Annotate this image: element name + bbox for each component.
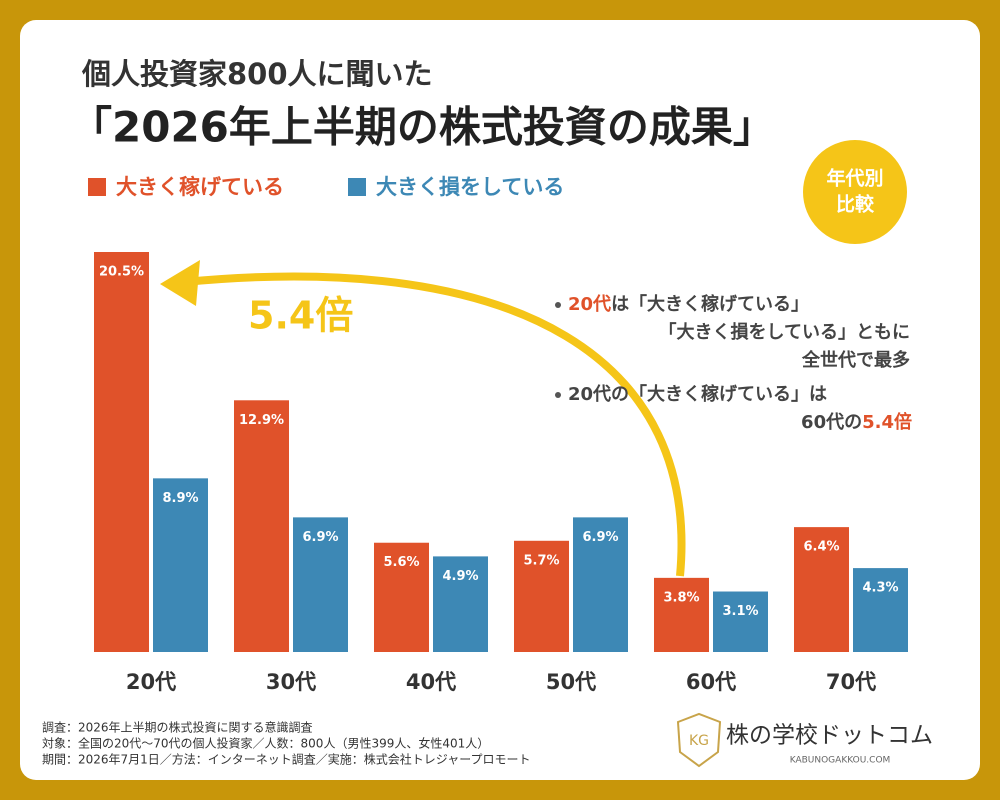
- note: 全世代で最多: [801, 349, 910, 371]
- bullet: [555, 302, 561, 308]
- badge-text: 比較: [836, 193, 875, 216]
- badge: [803, 140, 907, 244]
- plot: 大きく稼げている 大きく損をしている 20代 20.5% 8.9% 30代 12.9% 6.9…: [88, 175, 908, 694]
- logo-name: 株の学校ドットコム: [726, 723, 933, 749]
- footer: 調査：2026年上半期の株式投資に関する意識調査: [42, 720, 313, 735]
- badge-text: 年代別: [826, 167, 883, 190]
- bar: [94, 252, 149, 652]
- arrow: [184, 272, 686, 577]
- title-line1: 個人投資家800人に聞いた: [81, 57, 433, 91]
- bar: [794, 527, 849, 652]
- value-label: 8.9%: [162, 491, 198, 506]
- value-label: 4.3%: [862, 581, 898, 596]
- bar: [293, 517, 348, 652]
- logo-shield: [676, 712, 722, 768]
- legend-swatch: [348, 178, 366, 196]
- value-label: 12.9%: [239, 413, 284, 428]
- logo-badge: KG: [689, 733, 709, 749]
- value-label: 3.8%: [663, 590, 699, 605]
- bar: [153, 478, 208, 652]
- value-label: 5.7%: [523, 553, 559, 568]
- note-emph: 20代: [568, 294, 611, 315]
- bar: [654, 577, 709, 652]
- note: 「大きく損をしている」ともに: [659, 321, 910, 343]
- legend-label: 大きく稼げている: [116, 175, 284, 199]
- note: 60代の5.4倍: [801, 411, 912, 433]
- annotation: 5.4倍: [248, 294, 353, 338]
- value-label: 6.4%: [803, 540, 839, 555]
- value-label: 6.9%: [582, 530, 618, 545]
- footer: 期間：2026年7月1日／方法：インターネット調査／実施：株式会社トレジャープロ…: [42, 752, 531, 767]
- x-tick-label: 20代: [126, 670, 176, 694]
- bar: [374, 542, 429, 652]
- value-label: 6.9%: [302, 530, 338, 545]
- bar: [433, 556, 488, 652]
- x-tick-label: 50代: [546, 670, 596, 694]
- note-text: 60代の: [801, 412, 862, 433]
- value-label: 3.1%: [722, 604, 758, 619]
- bar: [713, 591, 768, 652]
- value-label: 20.5%: [99, 265, 144, 280]
- legend-label: 大きく損をしている: [376, 175, 564, 199]
- bar: [234, 400, 289, 652]
- logo-url: KABUNOGAKKOU.COM: [790, 756, 891, 766]
- value-label: 4.9%: [442, 569, 478, 584]
- value-label: 5.6%: [383, 555, 419, 570]
- title-line2: 「2026年上半期の株式投資の成果」: [70, 103, 775, 152]
- x-tick-label: 60代: [686, 670, 736, 694]
- note: 20代は「大きく稼げている」: [568, 293, 809, 315]
- note: 20代の「大きく稼げている」は: [568, 383, 827, 405]
- bar: [853, 568, 908, 652]
- x-tick-label: 70代: [826, 670, 876, 694]
- footer: 対象：全国の20代〜70代の個人投資家／人数：800人（男性399人、女性401…: [42, 736, 489, 751]
- bar: [573, 517, 628, 652]
- note-text: は「大きく稼げている」: [611, 293, 809, 315]
- bar: [514, 540, 569, 652]
- note-emph: 5.4倍: [862, 411, 912, 433]
- x-tick-label: 40代: [406, 670, 456, 694]
- bullet: [555, 392, 561, 398]
- x-tick-label: 30代: [266, 670, 316, 694]
- legend-swatch: [88, 178, 106, 196]
- arrow-head: [160, 260, 200, 306]
